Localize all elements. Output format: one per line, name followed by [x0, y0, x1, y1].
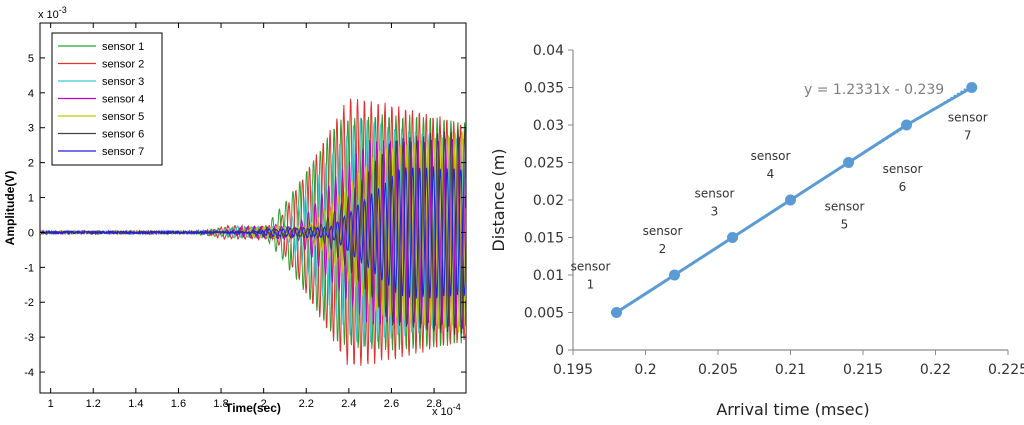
- right-data-point-3: [727, 232, 738, 243]
- left-y-exponent: x 10-3: [38, 5, 67, 21]
- right-point-label-word: sensor: [571, 260, 611, 274]
- left-x-tick-label: 1: [48, 398, 54, 410]
- left-legend-label: sensor 3: [102, 76, 144, 88]
- right-point-label-word: sensor: [643, 224, 683, 238]
- right-point-labels: sensor 1 sensor 2 sensor 3 sensor 4 sensor 5 senso…: [571, 111, 988, 292]
- right-y-tick-label: 0.03: [533, 118, 564, 134]
- right-x-tick-label: 0.205: [698, 362, 738, 378]
- left-y-tick-label: 0: [28, 227, 34, 239]
- left-y-tick-label: -2: [24, 297, 34, 309]
- left-legend-label: sensor 1: [102, 41, 144, 53]
- left-y-tick-label: 5: [28, 53, 34, 65]
- right-y-tick-label: 0.025: [524, 156, 564, 172]
- right-y-tick-label: 0.005: [524, 306, 564, 322]
- right-y-tick-label: 0: [555, 343, 564, 359]
- right-point-label-word: sensor: [695, 187, 735, 201]
- right-x-tick-label: 0.195: [553, 362, 593, 378]
- left-legend-label: sensor 4: [102, 94, 144, 106]
- left-y-tick-label: 1: [28, 193, 34, 205]
- right-x-tick-label: 0.2: [634, 362, 656, 378]
- left-y-tick-label: 4: [28, 88, 34, 100]
- left-legend-label: sensor 5: [102, 111, 144, 123]
- right-chart: 0 0.005 0.01 0.015 0.02 0.025 0.03 0.035 0.04 0.1…: [489, 43, 1024, 419]
- left-y-axis-label: Amplitude(V): [3, 171, 17, 246]
- left-x-axis-label: Time(sec): [225, 401, 281, 415]
- right-x-tick-label: 0.22: [920, 362, 951, 378]
- right-y-tick-label: 0.01: [533, 268, 564, 284]
- right-point-label-number: 7: [964, 129, 972, 143]
- left-y-tick-label: -4: [24, 367, 34, 379]
- right-point-label-number: 3: [711, 205, 719, 219]
- right-data-point-1: [611, 307, 622, 318]
- left-axis-ticks: 1 1.2 1.4 1.6 1.8 2 2.2 2.4 2.6 2.8 -4 -3 -2 -1 0 1 2 3 4 5: [24, 23, 466, 410]
- right-data-point-7: [966, 82, 978, 93]
- left-x-tick-label: 1.8: [213, 398, 228, 410]
- right-y-tick-label: 0.02: [533, 193, 564, 209]
- right-y-tick-label: 0.035: [524, 81, 564, 97]
- right-trendline-equation: y = 1.2331x - 0.239: [804, 82, 944, 98]
- right-x-axis-label: Arrival time (msec): [716, 400, 869, 419]
- right-data-point-4: [785, 194, 796, 206]
- right-point-label-word: sensor: [825, 200, 865, 214]
- left-chart: 1 1.2 1.4 1.6 1.8 2 2.2 2.4 2.6 2.8 -4 -3 -2 -1 0 1 2 3 4 5…: [3, 5, 467, 418]
- left-x-tick-label: 2.6: [384, 398, 399, 410]
- left-y-tick-label: 2: [28, 158, 34, 170]
- left-x-tick-label: 1.6: [171, 398, 186, 410]
- left-x-tick-label: 1.2: [86, 398, 101, 410]
- right-point-label-number: 2: [659, 242, 667, 256]
- left-x-tick-label: 2.8: [426, 398, 441, 410]
- right-data-point-6: [901, 119, 912, 131]
- left-x-tick-label: 2.4: [341, 398, 356, 410]
- left-legend-label: sensor 7: [102, 146, 144, 158]
- right-point-label-word: sensor: [948, 111, 988, 125]
- right-plot-series: [611, 82, 978, 318]
- right-point-label-word: sensor: [883, 162, 923, 176]
- right-point-label-word: sensor: [751, 149, 791, 163]
- right-x-tick-label: 0.215: [843, 362, 883, 378]
- left-legend: sensor 1 sensor 2 sensor 3 sensor 4 sensor 5…: [51, 32, 163, 166]
- left-legend-label: sensor 6: [102, 129, 144, 141]
- left-plot-series: [40, 98, 466, 366]
- left-y-tick-label: -3: [24, 332, 34, 344]
- right-point-label-number: 6: [899, 180, 907, 194]
- right-axes: 0 0.005 0.01 0.015 0.02 0.025 0.03 0.035 0.04 0.1…: [524, 43, 1024, 378]
- right-point-label-number: 1: [587, 278, 595, 292]
- right-y-tick-label: 0.015: [524, 231, 564, 247]
- left-x-tick-label: 2: [261, 398, 267, 410]
- left-y-tick-label: -1: [24, 262, 34, 274]
- right-x-tick-label: 0.21: [775, 362, 806, 378]
- right-point-label-number: 4: [767, 167, 775, 181]
- right-y-tick-label: 0.04: [533, 43, 564, 59]
- left-x-tick-label: 1.4: [128, 398, 143, 410]
- left-y-tick-label: 3: [28, 123, 34, 135]
- right-x-tick-label: 0.225: [988, 362, 1024, 378]
- left-x-exponent: x 10-4: [432, 402, 461, 418]
- right-data-point-2: [669, 269, 680, 281]
- right-data-point-5: [843, 157, 854, 168]
- left-legend-label: sensor 2: [102, 59, 144, 71]
- left-x-tick-label: 2.2: [299, 398, 314, 410]
- left-series-line-7: [40, 166, 466, 299]
- right-y-axis-label: Distance (m): [489, 148, 508, 251]
- right-point-label-number: 5: [841, 218, 849, 232]
